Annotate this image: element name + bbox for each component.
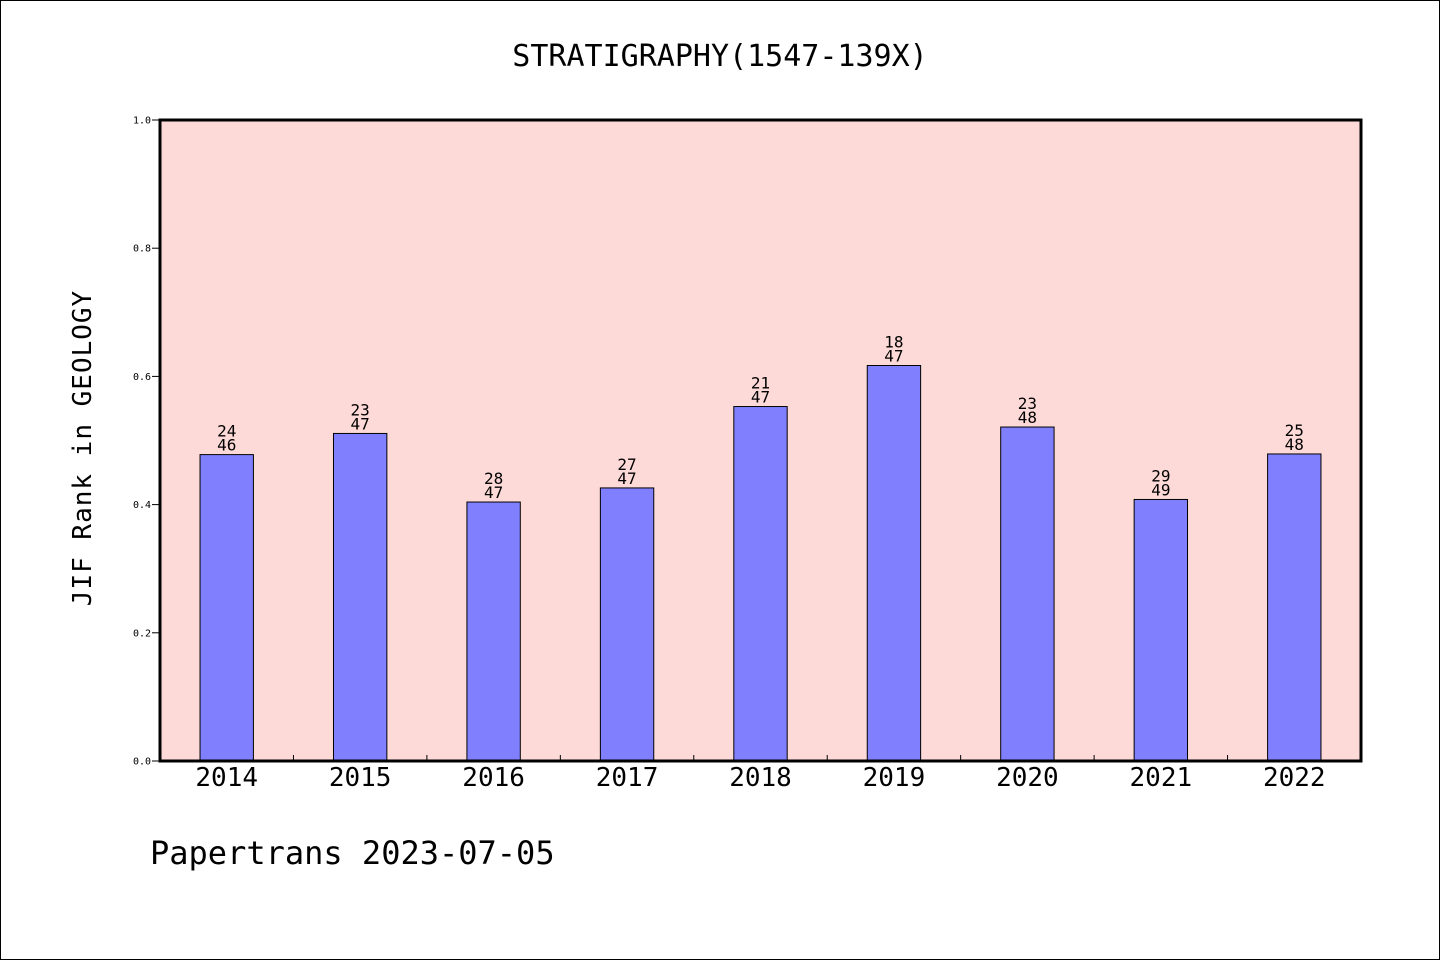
x-axis: 2014 2015 2016 2017 2018 2019 2020 2021 2022	[195, 755, 1326, 793]
x-tick-label: 2022	[1263, 763, 1326, 793]
x-tick-label: 2014	[195, 763, 258, 793]
y-tick-label: 0.6	[133, 372, 151, 383]
x-tick-label: 2021	[1130, 763, 1193, 793]
bar-total-label: 47	[751, 388, 770, 407]
y-tick-label: 0.2	[133, 628, 151, 639]
y-tick-label: 1.0	[133, 116, 151, 127]
chart-title: STRATIGRAPHY(1547-139X)	[512, 39, 927, 74]
bar-2015	[332, 432, 388, 762]
y-tick-label: 0.8	[133, 244, 151, 255]
bar-rank-label: 24	[217, 422, 236, 441]
y-tick-label: 0.4	[133, 500, 151, 511]
bar-total-label: 47	[484, 483, 503, 502]
bar-2018	[733, 406, 788, 762]
bar-rank-label: 23	[1018, 394, 1037, 413]
x-tick-label: 2019	[863, 763, 926, 793]
bar-rank-label: 27	[617, 455, 636, 474]
x-tick-label: 2016	[462, 763, 525, 793]
bar-2019	[866, 365, 922, 762]
bar-2020	[1000, 426, 1055, 762]
bar-total-label: 47	[351, 414, 370, 433]
x-tick-label: 2018	[729, 763, 792, 793]
bar-rank-label: 28	[484, 469, 503, 488]
y-tick-label: 0.0	[133, 757, 151, 768]
bar-rank-label: 18	[884, 333, 903, 352]
bar-2014	[199, 454, 254, 762]
bar-total-label: 48	[1018, 408, 1037, 427]
x-tick-label: 2017	[596, 763, 659, 793]
bar-rank-label: 23	[351, 400, 370, 419]
footer-credit: Papertrans 2023-07-05	[150, 834, 555, 872]
bar-rank-label: 25	[1285, 421, 1304, 440]
bar-total-label: 47	[884, 347, 903, 366]
bar-2022	[1267, 453, 1322, 762]
bar-2016	[466, 501, 521, 762]
plot-border	[158, 118, 1363, 763]
bar-total-label: 49	[1151, 480, 1170, 499]
bar-2021	[1133, 498, 1189, 762]
x-tick-label: 2020	[996, 763, 1059, 793]
y-axis: 0.0 0.2 0.4 0.6 0.8 1.0	[133, 116, 160, 768]
y-axis-label: JIF Rank in GEOLOGY	[68, 290, 98, 606]
bar-rank-label: 29	[1151, 466, 1170, 485]
x-tick-label: 2015	[329, 763, 392, 793]
bar-total-label: 48	[1285, 435, 1304, 454]
bar-rank-label: 21	[751, 374, 770, 393]
bar-2017	[599, 487, 655, 762]
bar-total-label: 47	[617, 469, 636, 488]
bar-total-label: 46	[217, 436, 236, 455]
